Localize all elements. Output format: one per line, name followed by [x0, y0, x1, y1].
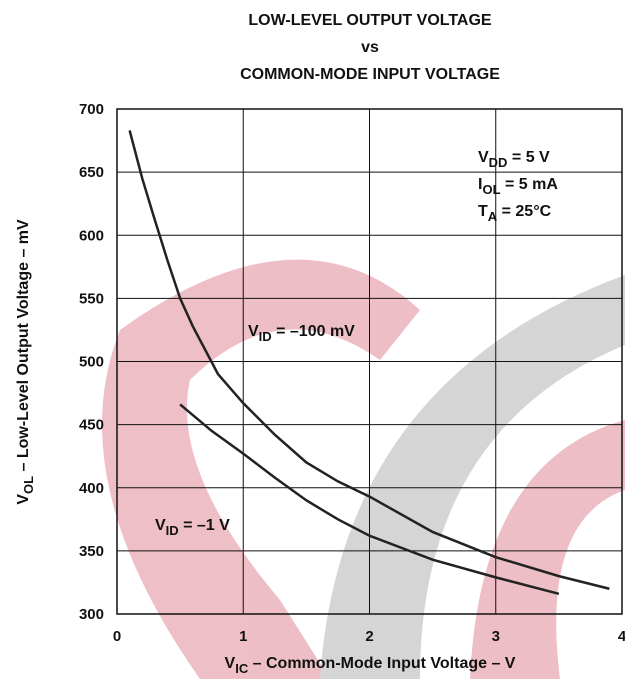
text-sub: ID	[259, 329, 272, 344]
text-rest: = –100 mV	[272, 323, 356, 340]
y-tick-label: 500	[79, 354, 104, 371]
text-main: T	[478, 203, 488, 220]
series-line	[179, 403, 560, 596]
plot-frame	[116, 108, 623, 615]
text-main: I	[478, 176, 482, 193]
text-main: V	[15, 494, 32, 505]
text-sub: ID	[166, 523, 179, 538]
watermark-arc	[320, 275, 625, 679]
text-main: V	[478, 149, 489, 166]
rich-text: VDD = 5 V	[478, 149, 550, 170]
text-sub: A	[488, 209, 498, 224]
rich-text: VIC – Common-Mode Input Voltage – V	[225, 655, 516, 676]
text-rest: = 5 mA	[501, 176, 559, 193]
rich-text: IOL = 5 mA	[478, 176, 558, 197]
text-sub: IC	[235, 661, 249, 676]
text-rest: = 5 V	[507, 149, 550, 166]
y-tick-label: 400	[79, 480, 104, 497]
watermark	[102, 259, 625, 679]
y-tick-label: 300	[79, 606, 104, 623]
series-line	[128, 130, 610, 590]
text-sub: OL	[482, 182, 500, 197]
text-main: V	[248, 323, 259, 340]
y-tick-label: 650	[79, 164, 104, 181]
y-tick-label: 600	[79, 227, 104, 244]
text-rest: = 25°C	[497, 203, 551, 220]
x-tick-label: 2	[365, 628, 373, 645]
watermark-arc	[102, 259, 420, 679]
text-sub: OL	[21, 476, 36, 494]
y-tick-label: 350	[79, 543, 104, 560]
text-rest: – Common-Mode Input Voltage – V	[248, 655, 516, 672]
chart-title: COMMON-MODE INPUT VOLTAGE	[240, 66, 500, 83]
x-tick-label: 3	[492, 628, 500, 645]
text-rest: – Low-Level Output Voltage – mV	[15, 219, 32, 476]
x-tick-label: 0	[113, 628, 121, 645]
rich-text: VID = –100 mV	[248, 323, 355, 344]
x-tick-label: 1	[239, 628, 247, 645]
text-rest: = –1 V	[179, 517, 230, 534]
y-tick-label: 700	[79, 101, 104, 118]
chart-title: LOW-LEVEL OUTPUT VOLTAGE	[248, 12, 492, 29]
text-sub: DD	[489, 155, 508, 170]
y-tick-label: 550	[79, 290, 104, 307]
x-tick-label: 4	[618, 628, 625, 645]
rich-text: VID = –1 V	[155, 517, 230, 538]
y-tick-label: 450	[79, 417, 104, 434]
chart-title: vs	[361, 39, 379, 56]
rich-text: TA = 25°C	[478, 203, 552, 224]
rich-text: VOL – Low-Level Output Voltage – mV	[15, 219, 36, 505]
text-main: V	[225, 655, 236, 672]
text-main: V	[155, 517, 166, 534]
